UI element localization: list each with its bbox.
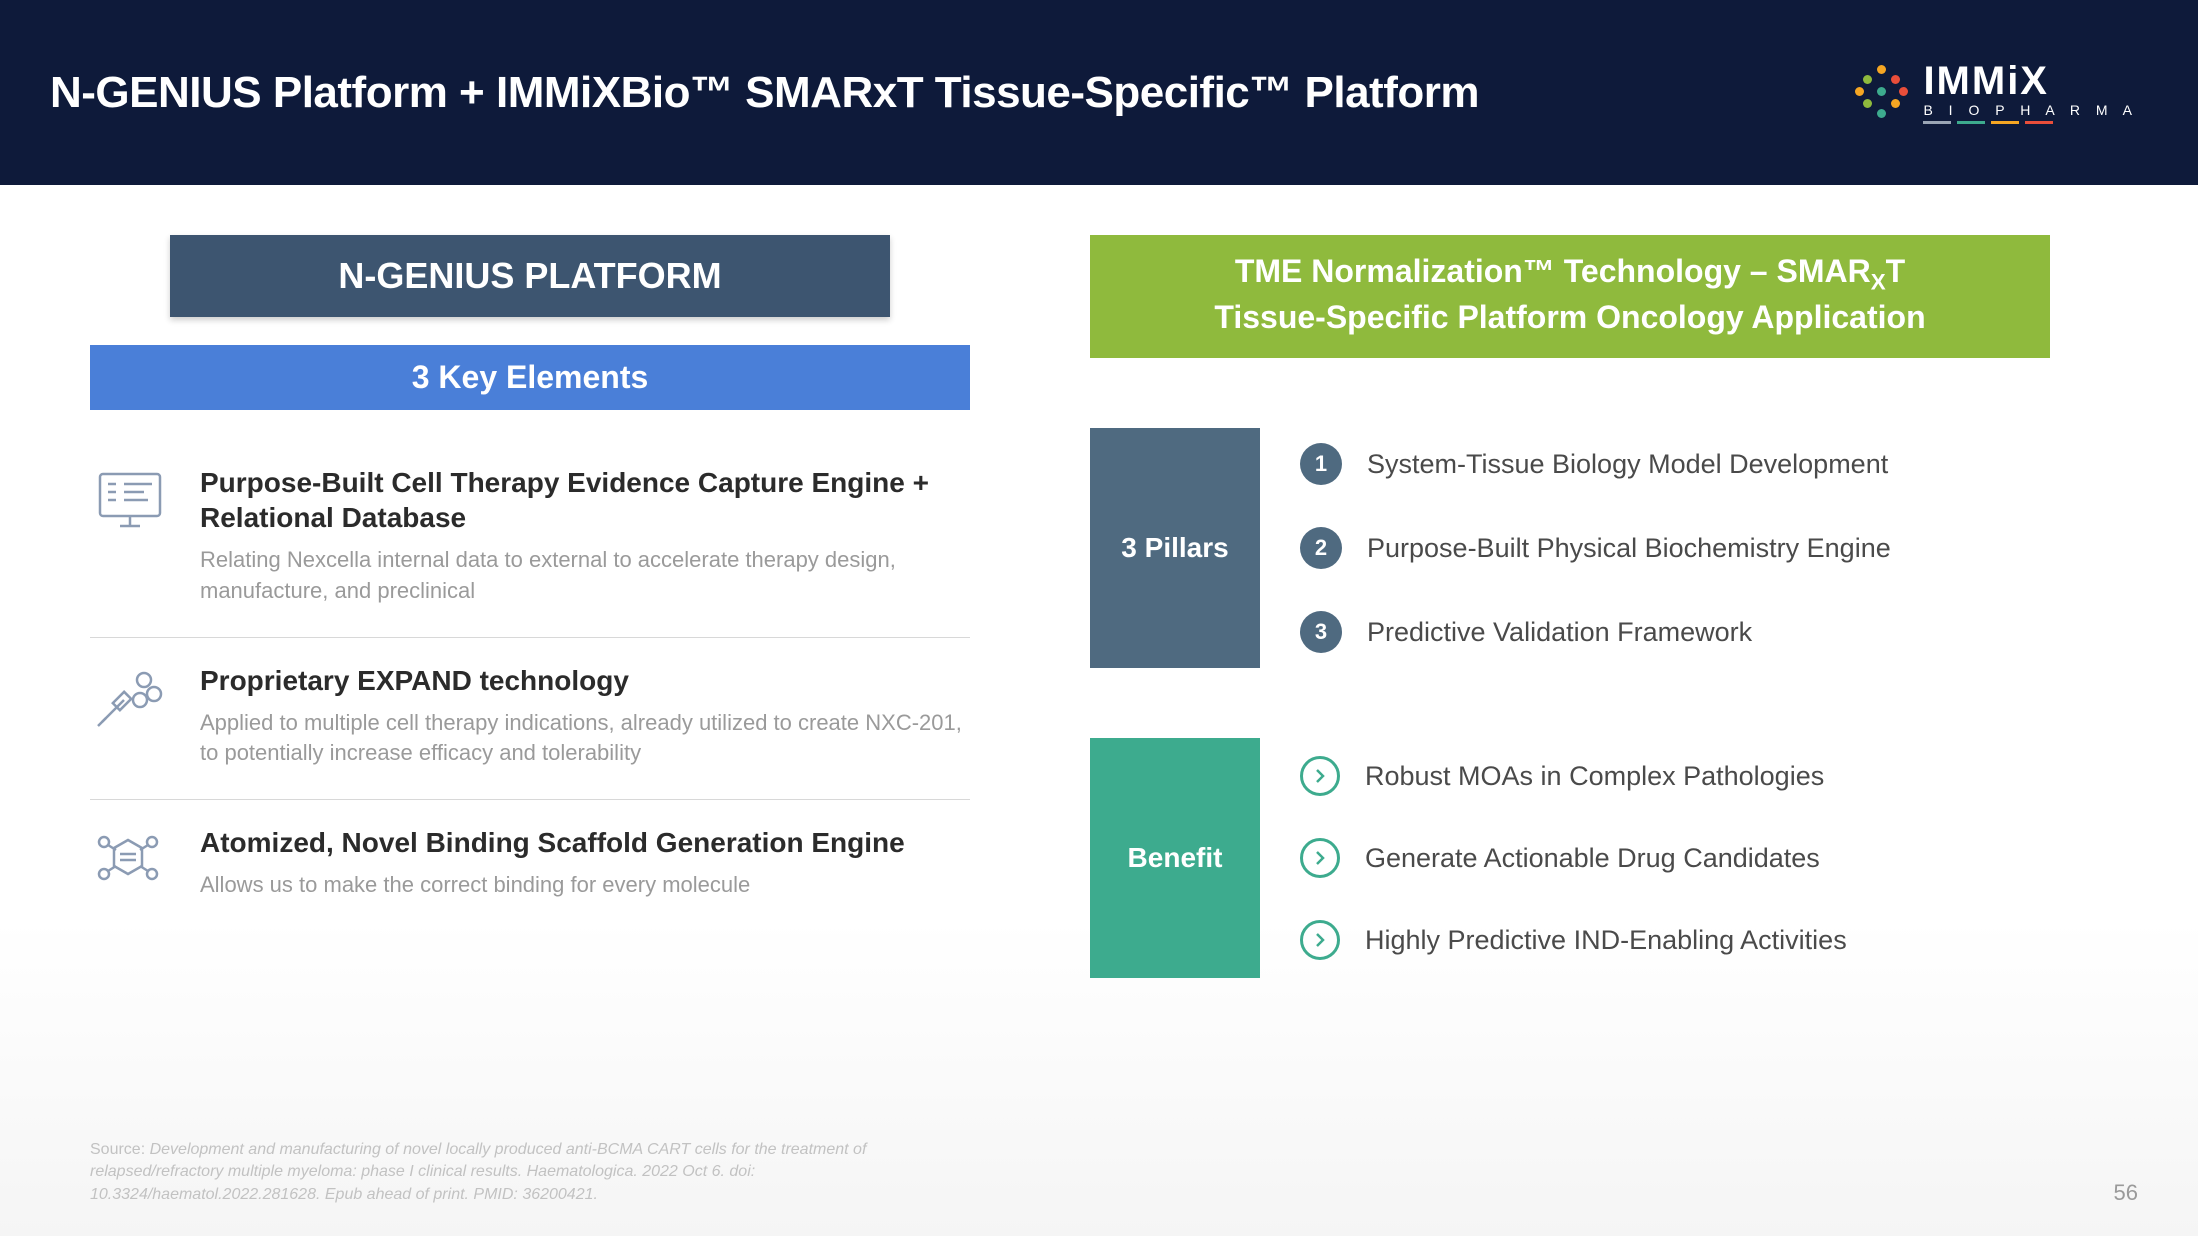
element-title: Atomized, Novel Binding Scaffold Generat… [200,825,905,860]
pillars-list: 1 System-Tissue Biology Model Developmen… [1300,443,2050,653]
list-item: 1 System-Tissue Biology Model Developmen… [1300,443,2050,485]
logo-text-sub: B I O P H A R M A [1923,103,2138,117]
left-column: N-GENIUS PLATFORM 3 Key Elements Purpose… [90,235,970,1236]
element-row: Atomized, Novel Binding Scaffold Generat… [90,800,970,931]
element-row: Proprietary EXPAND technology Applied to… [90,638,970,801]
database-screen-icon [90,465,170,535]
right-column: TME Normalization™ Technology – SMARXT T… [1090,235,2050,1236]
benefit-label: Benefit [1090,738,1260,978]
list-item: Highly Predictive IND-Enabling Activitie… [1300,920,2050,960]
ngenius-banner: N-GENIUS PLATFORM [170,235,890,317]
source-citation: Source: Development and manufacturing of… [90,1139,990,1206]
logo-text-main: IMMiX [1923,61,2138,101]
syringe-cells-icon [90,663,170,733]
molecule-network-icon [90,825,170,895]
logo-dots-icon [1855,65,1911,121]
pillar-text: Purpose-Built Physical Biochemistry Engi… [1367,533,1891,564]
slide-title: N-GENIUS Platform + IMMiXBio™ SMARxT Tis… [50,68,1479,118]
benefit-text: Generate Actionable Drug Candidates [1365,843,1820,874]
chevron-right-icon [1300,920,1340,960]
pillars-label: 3 Pillars [1090,428,1260,668]
element-row: Purpose-Built Cell Therapy Evidence Capt… [90,440,970,638]
number-badge: 3 [1300,611,1342,653]
list-item: Robust MOAs in Complex Pathologies [1300,756,2050,796]
slide-header: N-GENIUS Platform + IMMiXBio™ SMARxT Tis… [0,0,2198,185]
slide-content: N-GENIUS PLATFORM 3 Key Elements Purpose… [0,185,2198,1236]
chevron-right-icon [1300,756,1340,796]
page-number: 56 [2114,1180,2138,1206]
company-logo: IMMiX B I O P H A R M A [1855,61,2138,124]
pillars-section: 3 Pillars 1 System-Tissue Biology Model … [1090,428,2050,668]
list-item: 3 Predictive Validation Framework [1300,611,2050,653]
element-title: Purpose-Built Cell Therapy Evidence Capt… [200,465,970,535]
list-item: Generate Actionable Drug Candidates [1300,838,2050,878]
tme-banner: TME Normalization™ Technology – SMARXT T… [1090,235,2050,358]
number-badge: 1 [1300,443,1342,485]
benefit-text: Highly Predictive IND-Enabling Activitie… [1365,925,1847,956]
pillar-text: Predictive Validation Framework [1367,617,1752,648]
element-desc: Relating Nexcella internal data to exter… [200,545,970,607]
tme-sub-x: X [1871,269,1886,294]
element-desc: Applied to multiple cell therapy indicat… [200,708,970,770]
logo-underlines [1923,121,2138,124]
benefit-list: Robust MOAs in Complex Pathologies Gener… [1300,756,2050,960]
pillar-text: System-Tissue Biology Model Development [1367,449,1888,480]
tme-line2: Tissue-Specific Platform Oncology Applic… [1214,299,1925,335]
chevron-right-icon [1300,838,1340,878]
tme-line1: TME Normalization™ Technology – SMAR [1235,253,1871,289]
number-badge: 2 [1300,527,1342,569]
list-item: 2 Purpose-Built Physical Biochemistry En… [1300,527,2050,569]
benefit-text: Robust MOAs in Complex Pathologies [1365,761,1824,792]
key-elements-banner: 3 Key Elements [90,345,970,410]
element-title: Proprietary EXPAND technology [200,663,970,698]
element-desc: Allows us to make the correct binding fo… [200,870,905,901]
benefit-section: Benefit Robust MOAs in Complex Pathologi… [1090,738,2050,978]
source-text: Development and manufacturing of novel l… [90,1141,866,1203]
tme-t: T [1886,253,1906,289]
source-label: Source: [90,1141,145,1158]
